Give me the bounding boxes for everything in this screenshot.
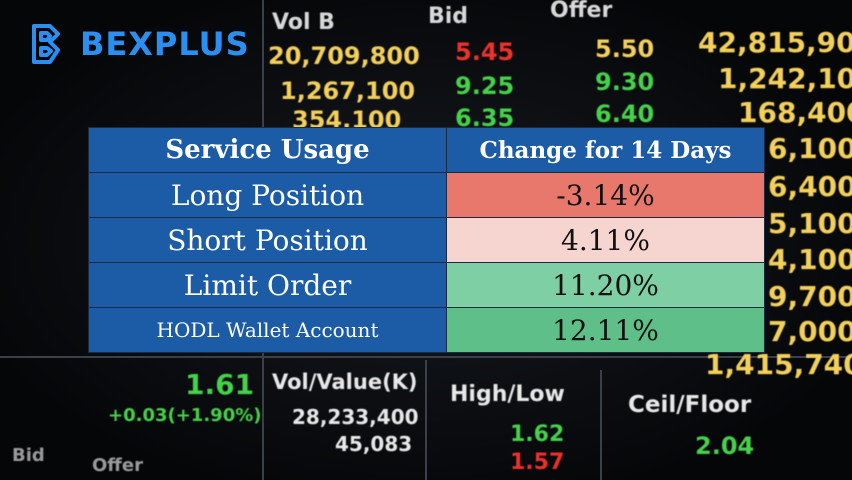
row: Short Position 4.11% (88, 217, 765, 263)
ticker-text: 7,000 (768, 315, 852, 348)
divider (0, 356, 852, 358)
usage-table: Service Usage Change for 14 Days Long Po… (88, 127, 765, 353)
ticker-text: Offer (550, 0, 613, 23)
row-value: -3.14% (446, 172, 765, 218)
ticker-text: 1,415,740 (705, 348, 852, 381)
ticker-text: +0.03(+1.90%) (108, 405, 262, 426)
ticker-text: 6,100 (768, 132, 852, 165)
logo-text: BEXPLUS (80, 25, 250, 63)
ticker-text: 6.40 (595, 100, 655, 128)
row-label: HODL Wallet Account (88, 307, 447, 353)
ticker-text: Offer (92, 455, 143, 476)
ticker-text: 1,267,100 (280, 77, 416, 105)
ticker-text: 42,815,900 (698, 26, 852, 59)
ticker-text: 9,700 (768, 280, 852, 313)
divider (425, 360, 427, 480)
divider (600, 370, 602, 480)
ticker-text: 168,400 (738, 96, 852, 129)
ticker-text: 28,233,400 (292, 405, 419, 429)
ticker-text: 5.45 (455, 38, 515, 66)
ticker-text: 1.57 (510, 450, 565, 475)
ticker-text: 1.61 (185, 368, 255, 401)
ticker-text: 5.50 (595, 35, 655, 63)
ticker-text: Bid (428, 4, 469, 29)
ticker-text: Ceil/Floor (628, 392, 752, 418)
row-value: 11.20% (446, 262, 765, 308)
row-value: 12.11% (446, 307, 765, 353)
row: HODL Wallet Account 12.11% (88, 307, 765, 353)
header-row: Service Usage Change for 14 Days (88, 127, 765, 173)
ticker-text: Vol/Value(K) (272, 370, 418, 394)
ticker-text: 9.30 (595, 68, 655, 96)
ticker-text: 9.25 (455, 72, 515, 100)
ticker-text: High/Low (450, 382, 565, 407)
row-label: Long Position (88, 172, 447, 218)
ticker-text: 2.04 (695, 432, 755, 460)
row-label: Short Position (88, 217, 447, 263)
ticker-text: 45,083 (335, 432, 413, 456)
logo-icon (32, 24, 60, 64)
ticker-text: Vol B (272, 10, 335, 35)
header-cell: Change for 14 Days (446, 127, 765, 173)
ticker-text: Bid (12, 445, 45, 466)
row-label: Limit Order (88, 262, 447, 308)
ticker-text: 1.62 (510, 422, 565, 447)
row: Limit Order 11.20% (88, 262, 765, 308)
logo: BEXPLUS (28, 22, 250, 66)
ticker-text: 20,709,800 (268, 42, 420, 70)
ticker-text: 4,100 (768, 243, 852, 276)
row-value: 4.11% (446, 217, 765, 263)
header-cell: Service Usage (88, 127, 447, 173)
ticker-text: 5,100 (768, 207, 852, 240)
ticker-text: 6,400 (768, 170, 852, 203)
ticker-text: 1,242,100 (718, 62, 852, 95)
row: Long Position -3.14% (88, 172, 765, 218)
